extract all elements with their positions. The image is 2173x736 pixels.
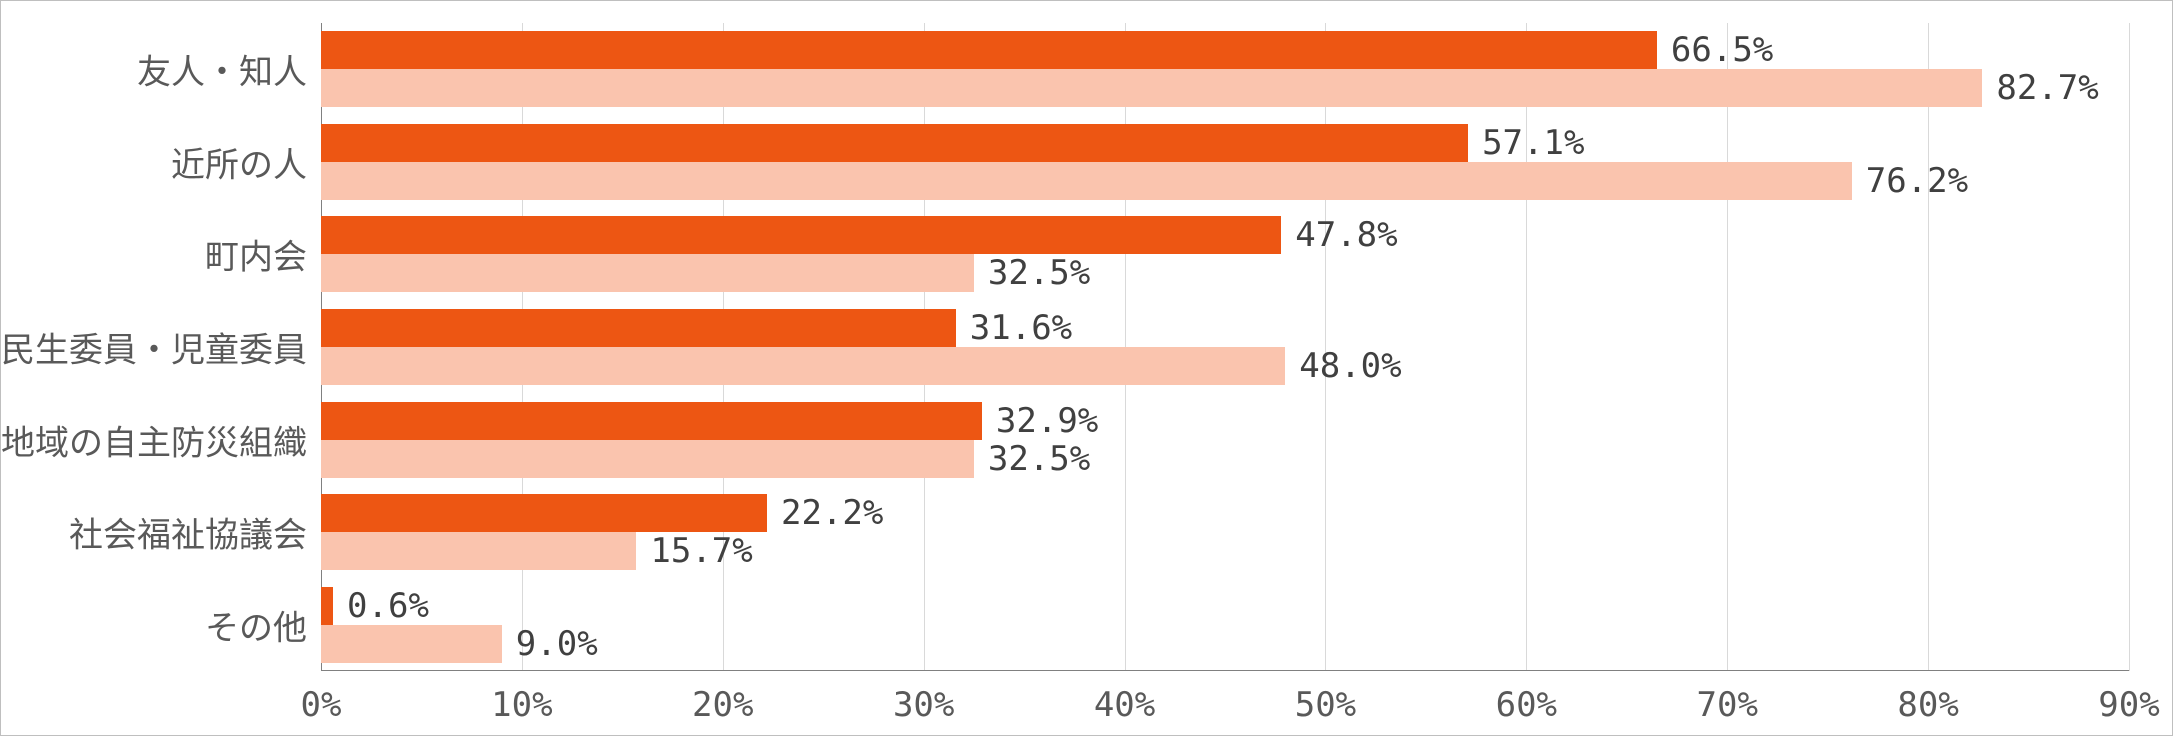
x-tick-label: 40% [1094, 685, 1155, 725]
bar [321, 440, 974, 478]
x-tick-label: 60% [1496, 685, 1557, 725]
category-label: その他 [205, 600, 321, 649]
chart-container: 友人・知人 66.5% 82.7% 近所の人 57.1% 76.2% 町内会 47.8% 32.… [0, 0, 2173, 736]
bar [321, 162, 1852, 200]
category-group: 地域の自主防災組織32.9%32.5% [321, 393, 2129, 486]
category-label: 地域の自主防災組織 [1, 415, 321, 464]
category-label: 民生委員・児童委員 [1, 322, 321, 371]
bar-data-label: 57.1% [1482, 123, 1584, 163]
category-label: 町内会 [205, 230, 321, 279]
category-group: 近所の人57.1%76.2% [321, 116, 2129, 209]
plot-area: 友人・知人66.5%82.7%近所の人57.1%76.2%町内会47.8%32.… [321, 23, 2129, 671]
bar-data-label: 31.6% [970, 308, 1072, 348]
bar [321, 216, 1281, 254]
x-tick-label: 70% [1697, 685, 1758, 725]
bar-data-label: 0.6% [347, 586, 429, 626]
bar [321, 587, 333, 625]
bar-data-label: 22.2% [781, 493, 883, 533]
x-tick-label: 10% [491, 685, 552, 725]
bar-data-label: 32.5% [988, 439, 1090, 479]
bar-data-label: 32.9% [996, 401, 1098, 441]
category-label: 社会福祉協議会 [69, 508, 321, 557]
bar-data-label: 9.0% [516, 624, 598, 664]
gridline [2129, 23, 2130, 671]
bar-data-label: 47.8% [1295, 215, 1397, 255]
category-group: 町内会47.8%32.5% [321, 208, 2129, 301]
x-tick-label: 50% [1295, 685, 1356, 725]
bar-data-label: 15.7% [650, 531, 752, 571]
category-label: 友人・知人 [137, 45, 321, 94]
bar-data-label: 32.5% [988, 253, 1090, 293]
category-group: その他0.6%9.0% [321, 578, 2129, 671]
bar [321, 69, 1982, 107]
bar [321, 494, 767, 532]
bar-data-label: 48.0% [1299, 346, 1401, 386]
bar [321, 625, 502, 663]
category-group: 友人・知人66.5%82.7% [321, 23, 2129, 116]
bar [321, 532, 636, 570]
bar-data-label: 76.2% [1866, 161, 1968, 201]
category-group: 社会福祉協議会22.2%15.7% [321, 486, 2129, 579]
bar [321, 347, 1285, 385]
x-tick-label: 30% [893, 685, 954, 725]
x-tick-label: 80% [1897, 685, 1958, 725]
bar-data-label: 82.7% [1996, 68, 2098, 108]
x-tick-label: 90% [2098, 685, 2159, 725]
bar [321, 124, 1468, 162]
bar [321, 31, 1657, 69]
category-label: 近所の人 [171, 137, 321, 186]
bar [321, 402, 982, 440]
bar [321, 254, 974, 292]
x-tick-label: 20% [692, 685, 753, 725]
x-tick-label: 0% [301, 685, 342, 725]
bar-data-label: 66.5% [1671, 30, 1773, 70]
category-group: 民生委員・児童委員31.6%48.0% [321, 301, 2129, 394]
bar [321, 309, 956, 347]
